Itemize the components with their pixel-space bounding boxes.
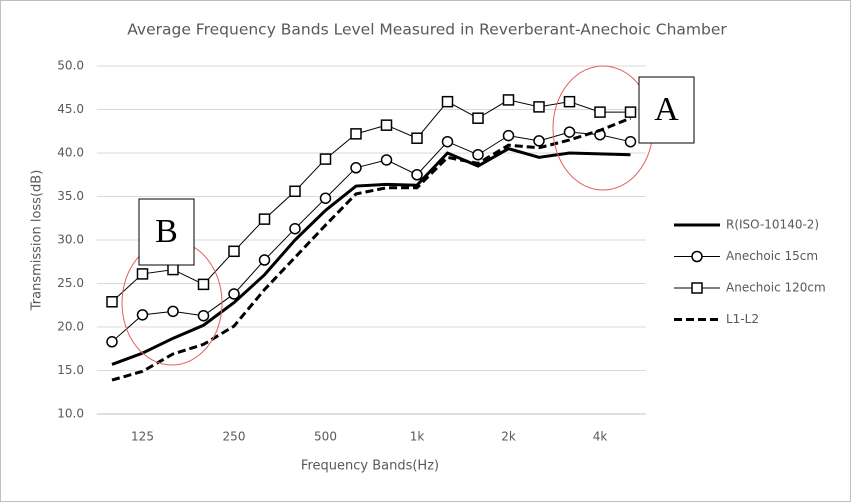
series-line	[111, 147, 631, 366]
y-tick-label: 40.0	[57, 146, 84, 160]
point	[167, 305, 179, 318]
point	[258, 254, 271, 266]
series-line	[111, 116, 632, 382]
point	[502, 129, 515, 142]
chart-title: Average Frequency Bands Level Measured i…	[127, 21, 727, 39]
legend-marker	[691, 282, 703, 294]
y-tick-label: 10.0	[57, 407, 84, 421]
legend-label: R(ISO-10140-2)	[726, 218, 819, 232]
annotation-box	[138, 198, 195, 266]
y-tick-label: 15.0	[57, 363, 84, 377]
point	[289, 185, 301, 198]
point	[563, 126, 576, 138]
point	[136, 268, 149, 280]
x-tick-label: 500	[314, 430, 337, 444]
point	[136, 309, 149, 321]
point	[411, 132, 423, 144]
y-tick-label: 35.0	[57, 189, 84, 203]
point	[594, 106, 606, 118]
legend-marker	[691, 250, 703, 263]
y-axis-label: Transmission loss(dB)	[30, 170, 45, 312]
point	[106, 336, 118, 348]
legend-label: L1-L2	[726, 312, 759, 326]
point	[441, 135, 454, 148]
point	[624, 135, 637, 148]
point	[380, 154, 393, 166]
x-axis-label: Frequency Bands(Hz)	[301, 459, 439, 474]
x-tick-label: 2k	[501, 430, 516, 444]
point	[472, 112, 484, 124]
legend-label: Anechoic 15cm	[726, 249, 818, 263]
point	[197, 309, 210, 322]
point	[380, 119, 393, 131]
x-tick-label: 250	[223, 430, 246, 444]
annotation-box	[638, 76, 695, 144]
annotation: A	[654, 91, 679, 128]
y-tick-label: 45.0	[57, 102, 84, 116]
y-tick-label: 25.0	[57, 276, 84, 290]
y-tick-label: 30.0	[57, 233, 84, 247]
point	[533, 135, 545, 147]
x-tick-label: 125	[131, 430, 154, 444]
point	[472, 148, 484, 161]
point	[289, 222, 301, 235]
point	[258, 213, 271, 225]
point	[411, 169, 423, 181]
point	[228, 245, 240, 258]
annotation: B	[155, 213, 178, 250]
y-tick-label: 50.0	[57, 59, 84, 73]
point	[167, 263, 179, 276]
point	[624, 106, 637, 118]
point	[319, 153, 332, 165]
legend-label: Anechoic 120cm	[726, 281, 826, 295]
point	[350, 162, 362, 174]
point	[533, 101, 545, 113]
point	[350, 128, 362, 140]
point	[197, 278, 210, 291]
point	[563, 95, 576, 108]
point	[106, 296, 118, 308]
point	[319, 192, 332, 204]
point	[502, 94, 515, 106]
point	[441, 95, 454, 108]
x-tick-label: 4k	[593, 430, 608, 444]
x-tick-label: 1k	[410, 430, 425, 444]
point	[228, 288, 240, 300]
y-tick-label: 20.0	[57, 320, 84, 334]
